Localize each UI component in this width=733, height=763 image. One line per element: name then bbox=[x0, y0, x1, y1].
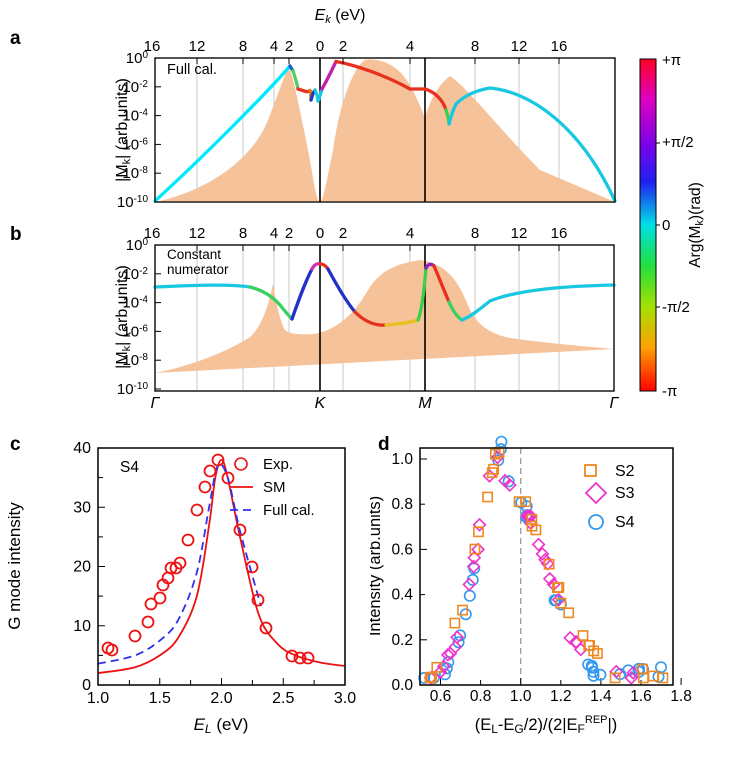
svg-text:1.6: 1.6 bbox=[630, 688, 652, 705]
svg-text:Full cal.: Full cal. bbox=[263, 502, 315, 519]
svg-text:16: 16 bbox=[551, 225, 568, 242]
svg-text:16: 16 bbox=[144, 225, 161, 242]
svg-text:10: 10 bbox=[73, 618, 91, 635]
svg-text:2: 2 bbox=[285, 225, 293, 242]
svg-text:Constant: Constant bbox=[167, 247, 221, 262]
svg-text:EL (eV): EL (eV) bbox=[194, 715, 249, 736]
svg-text:G mode intensity: G mode intensity bbox=[5, 502, 24, 630]
svg-text:1.0: 1.0 bbox=[391, 451, 413, 468]
svg-text:20: 20 bbox=[73, 559, 91, 576]
svg-text:12: 12 bbox=[511, 225, 528, 242]
svg-text:8: 8 bbox=[239, 225, 247, 242]
svg-text:1.0: 1.0 bbox=[87, 690, 109, 707]
svg-text:10-10: 10-10 bbox=[117, 381, 149, 398]
svg-text:2.0: 2.0 bbox=[210, 690, 232, 707]
svg-text:+π: +π bbox=[662, 52, 681, 69]
svg-text:12: 12 bbox=[189, 225, 206, 242]
svg-text:Γ: Γ bbox=[150, 395, 160, 412]
svg-text:0.2: 0.2 bbox=[391, 632, 413, 649]
svg-text:K: K bbox=[315, 395, 327, 412]
svg-text:1.0: 1.0 bbox=[510, 688, 532, 705]
svg-text:1.5: 1.5 bbox=[149, 690, 171, 707]
svg-text:3.0: 3.0 bbox=[334, 690, 356, 707]
svg-text:2.5: 2.5 bbox=[272, 690, 294, 707]
svg-text:1.8: 1.8 bbox=[670, 688, 692, 705]
svg-text:0: 0 bbox=[316, 225, 324, 242]
svg-text:S2: S2 bbox=[615, 463, 635, 480]
svg-text:Intensity (arb.units): Intensity (arb.units) bbox=[370, 496, 384, 636]
svg-text:Exp.: Exp. bbox=[263, 456, 293, 473]
svg-text:4: 4 bbox=[406, 225, 414, 242]
svg-text:|Mk| (arb.units): |Mk| (arb.units) bbox=[114, 265, 133, 369]
svg-text:4: 4 bbox=[270, 225, 278, 242]
svg-text:numerator: numerator bbox=[167, 262, 229, 277]
svg-text:S4: S4 bbox=[615, 514, 635, 531]
svg-text:0.8: 0.8 bbox=[470, 688, 492, 705]
svg-text:1.4: 1.4 bbox=[590, 688, 612, 705]
svg-text:Γ: Γ bbox=[609, 395, 619, 412]
svg-text:2: 2 bbox=[339, 225, 347, 242]
svg-text:0.6: 0.6 bbox=[430, 688, 452, 705]
svg-text:+π/2: +π/2 bbox=[662, 134, 694, 151]
svg-text:8: 8 bbox=[471, 225, 479, 242]
svg-text:(EL-EG/2)/(2|EFREP|): (EL-EG/2)/(2|EFREP|) bbox=[475, 714, 618, 736]
svg-text:0.6: 0.6 bbox=[391, 541, 413, 558]
svg-text:30: 30 bbox=[73, 499, 91, 516]
svg-text:40: 40 bbox=[73, 440, 91, 457]
svg-text:0.0: 0.0 bbox=[391, 677, 413, 694]
svg-text:S4: S4 bbox=[120, 459, 139, 476]
svg-text:SM: SM bbox=[263, 479, 286, 496]
svg-text:S3: S3 bbox=[615, 485, 635, 502]
svg-text:0.4: 0.4 bbox=[391, 587, 413, 604]
svg-text:M: M bbox=[418, 395, 432, 412]
svg-text:0.8: 0.8 bbox=[391, 496, 413, 513]
svg-text:1.2: 1.2 bbox=[550, 688, 572, 705]
